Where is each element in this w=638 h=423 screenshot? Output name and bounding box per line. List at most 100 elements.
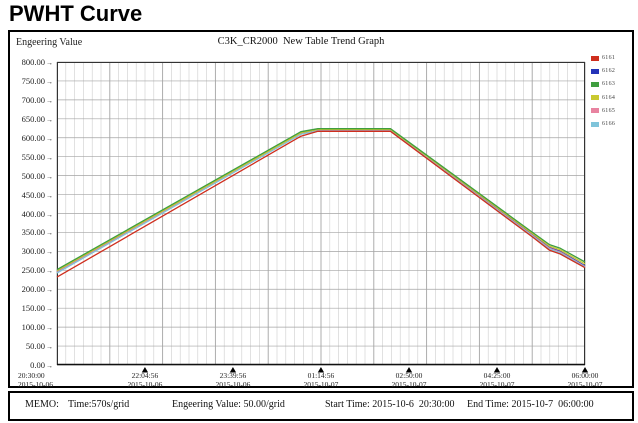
x-tick-date: 2015-10-07 xyxy=(303,379,339,389)
y-tick-arrow-icon: → xyxy=(46,248,53,257)
series-6161 xyxy=(56,130,586,278)
y-tick-arrow-icon: → xyxy=(46,324,53,333)
y-tick-label: 700.00→ xyxy=(10,95,53,106)
x-tick-time: 23:39:56 xyxy=(219,371,247,380)
y-tick-text: 500.00 xyxy=(21,170,45,181)
legend-item: 6164 xyxy=(591,95,615,101)
y-tick-text: 100.00 xyxy=(21,322,45,333)
x-tick-arrow-icon xyxy=(229,367,237,373)
y-tick-arrow-icon: → xyxy=(46,343,53,352)
grid-time-label: Time:570s/grid xyxy=(68,399,130,410)
legend-item: 6165 xyxy=(591,108,615,114)
y-tick-label: 200.00→ xyxy=(10,285,53,295)
legend-label: 6165 xyxy=(602,107,616,114)
x-tick-time: 02:50:00 xyxy=(395,371,423,380)
x-tick-label: 02:50:00 2015-10-07 xyxy=(370,371,448,389)
x-tick-time: 06:00:00 xyxy=(571,371,599,380)
y-tick-arrow-icon: → xyxy=(46,59,53,67)
y-tick-arrow-icon: → xyxy=(46,229,53,238)
x-tick-label: 06:00:00 2015-10-07 xyxy=(546,371,624,389)
y-tick-label: 150.00→ xyxy=(10,304,53,314)
x-tick-label: 04:25:00 2015-10-07 xyxy=(458,371,536,389)
x-tick-label: 23:39:56 2015-10-06 xyxy=(194,371,272,389)
y-axis-title: Engeering Value xyxy=(16,37,83,48)
x-tick-date: 2015-10-07 xyxy=(391,379,427,389)
y-tick-label: 100.00→ xyxy=(10,323,53,333)
y-tick-label: 650.00→ xyxy=(10,113,53,125)
legend-swatch xyxy=(591,121,599,127)
page-title: PWHT Curve xyxy=(9,1,143,26)
plot-area xyxy=(56,61,589,373)
legend-item: 6161 xyxy=(591,55,615,61)
y-tick-text: 650.00 xyxy=(21,113,45,124)
x-tick-arrow-icon xyxy=(493,367,501,373)
trend-chart: Engeering Value C3K_CR2000 New Table Tre… xyxy=(8,30,634,388)
y-tick-label: 450.00→ xyxy=(10,189,53,201)
x-tick-date: 2015-10-06 xyxy=(215,379,251,389)
legend-label: 6161 xyxy=(602,55,616,61)
legend-swatch xyxy=(591,95,599,101)
y-tick-label: 300.00→ xyxy=(10,247,53,257)
y-tick-arrow-icon: → xyxy=(46,191,53,200)
y-tick-label: 250.00→ xyxy=(10,266,53,276)
grid-value-label: Engeering Value: 50.00/grid xyxy=(172,399,285,410)
x-tick-date: 2015-10-06 xyxy=(18,379,53,389)
y-tick-text: 300.00 xyxy=(21,246,45,257)
y-tick-label: 0.00→ xyxy=(10,361,53,371)
y-tick-text: 400.00 xyxy=(21,208,45,219)
x-tick-label: 22:04:56 2015-10-06 xyxy=(106,371,184,389)
x-tick-arrow-icon xyxy=(405,367,413,373)
legend-item: 6166 xyxy=(591,121,615,127)
x-tick-date: 2015-10-07 xyxy=(479,379,515,389)
y-tick-arrow-icon: → xyxy=(46,362,53,370)
legend-item: 6163 xyxy=(591,81,615,87)
y-tick-text: 550.00 xyxy=(21,151,45,162)
y-tick-text: 600.00 xyxy=(21,132,45,143)
x-tick-date: 2015-10-07 xyxy=(567,379,603,389)
legend-label: 6163 xyxy=(602,81,616,88)
y-tick-label: 400.00→ xyxy=(10,208,53,220)
legend-item: 6162 xyxy=(591,68,615,74)
x-tick-time: 20:30:00 xyxy=(18,371,45,380)
end-time-label: End Time: 2015-10-7 06:00:00 xyxy=(467,399,594,410)
x-tick-date: 2015-10-06 xyxy=(127,379,163,389)
y-tick-text: 0.00 xyxy=(30,360,45,370)
legend-swatch xyxy=(591,108,599,114)
legend-label: 6164 xyxy=(602,94,616,101)
y-tick-text: 50.00 xyxy=(25,341,45,352)
y-tick-label: 800.00→ xyxy=(10,58,53,68)
y-tick-label: 350.00→ xyxy=(10,228,53,238)
x-tick-time: 01:14:56 xyxy=(307,371,335,380)
y-tick-label: 500.00→ xyxy=(10,170,53,182)
y-tick-label: 600.00→ xyxy=(10,132,53,144)
x-tick-time: 22:04:56 xyxy=(131,371,159,380)
y-tick-arrow-icon: → xyxy=(46,305,53,314)
chart-title: C3K_CR2000 New Table Trend Graph xyxy=(217,36,385,47)
y-tick-arrow-icon: → xyxy=(46,267,53,276)
legend-label: 6162 xyxy=(602,68,616,75)
series-6163 xyxy=(56,128,586,271)
footer-bar: MEMO: Time:570s/grid Engeering Value: 50… xyxy=(8,391,634,421)
y-tick-arrow-icon: → xyxy=(46,286,53,295)
x-tick-arrow-icon xyxy=(581,367,589,373)
y-tick-label: 550.00→ xyxy=(10,151,53,163)
series-6164 xyxy=(56,128,586,272)
y-tick-arrow-icon: → xyxy=(46,115,53,124)
start-time-label: Start Time: 2015-10-6 20:30:00 xyxy=(325,399,455,410)
y-tick-text: 350.00 xyxy=(21,227,45,238)
y-tick-text: 800.00 xyxy=(21,57,45,67)
memo-label: MEMO: xyxy=(25,399,59,410)
x-tick-label: 01:14:56 2015-10-07 xyxy=(282,371,360,389)
y-tick-arrow-icon: → xyxy=(46,210,53,219)
y-tick-text: 200.00 xyxy=(21,284,45,295)
x-tick-arrow-icon xyxy=(317,367,325,373)
y-tick-arrow-icon: → xyxy=(46,153,53,162)
y-tick-arrow-icon: → xyxy=(46,134,53,143)
y-tick-text: 450.00 xyxy=(21,189,45,200)
y-tick-arrow-icon: → xyxy=(46,172,53,181)
y-tick-label: 50.00→ xyxy=(10,342,53,352)
y-tick-arrow-icon: → xyxy=(46,77,53,86)
legend-label: 6166 xyxy=(602,121,616,127)
x-tick-label: 20:30:00 2015-10-06 xyxy=(18,371,96,389)
